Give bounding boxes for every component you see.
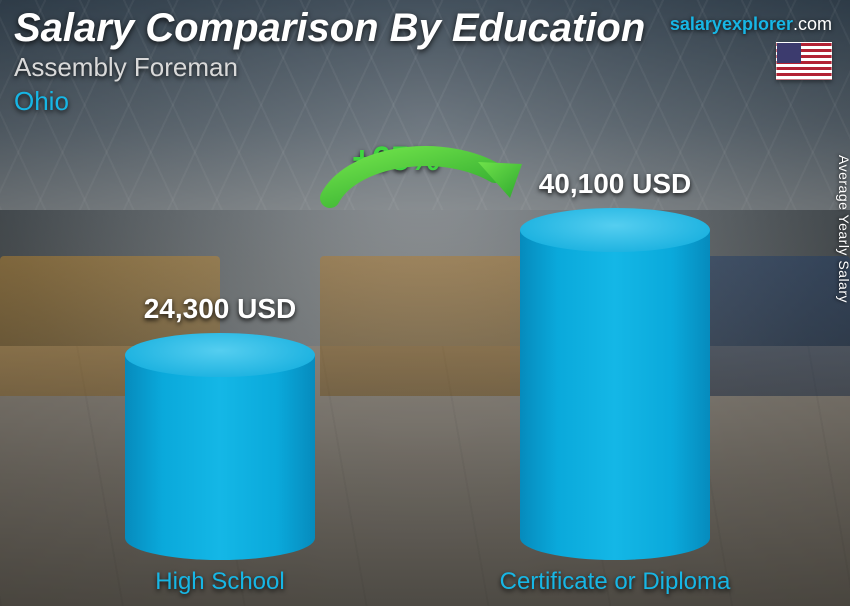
- bar-value-0: 24,300 USD: [144, 293, 297, 325]
- bar-value-1: 40,100 USD: [539, 168, 692, 200]
- brand-suffix: .com: [793, 14, 832, 34]
- bar-category-1: Certificate or Diploma: [465, 568, 765, 596]
- bar-group-1: 40,100 USD: [505, 168, 725, 560]
- bar-top-face: [520, 208, 710, 252]
- page-title: Salary Comparison By Education: [14, 6, 645, 51]
- bar-category-0: High School: [70, 568, 370, 596]
- brand-main: salaryexplorer: [670, 14, 793, 34]
- bar-group-0: 24,300 USD: [110, 293, 330, 560]
- bar-top-face: [125, 333, 315, 377]
- brand-label: salaryexplorer.com: [670, 14, 832, 35]
- bar-front-face: [125, 355, 315, 560]
- bar-0: [125, 355, 315, 560]
- location-label: Ohio: [14, 86, 69, 117]
- job-title: Assembly Foreman: [14, 52, 238, 83]
- bar-front-face: [520, 230, 710, 560]
- bar-chart: 24,300 USD 40,100 USD High School Certif…: [0, 136, 850, 606]
- bar-1: [520, 230, 710, 560]
- infographic-stage: Salary Comparison By Education Assembly …: [0, 0, 850, 606]
- flag-icon: [776, 42, 832, 80]
